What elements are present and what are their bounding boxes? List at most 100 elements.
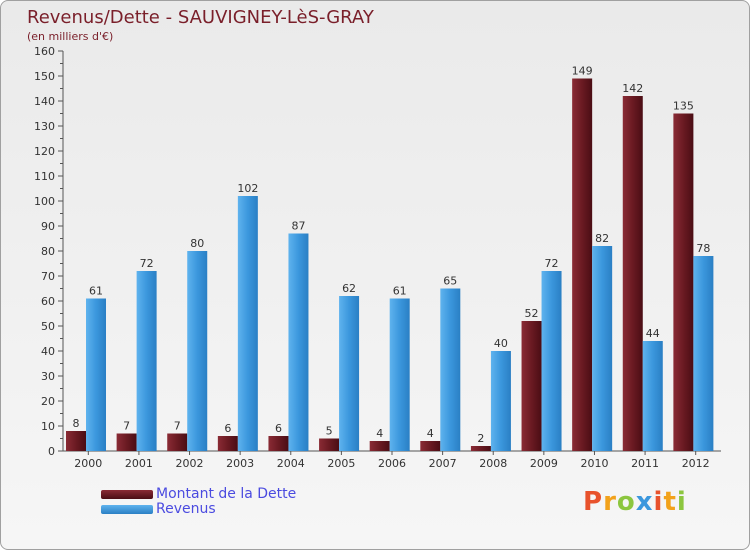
bar-revenus [541, 271, 562, 451]
y-tick-label: 30 [41, 370, 55, 383]
data-labels: 8 61 7 72 7 80 6 102 6 87 5 62 4 61 4 65 2 40 52 72 149 82 142… [73, 65, 711, 446]
x-tick-label: 2012 [682, 457, 710, 470]
bar-dette [521, 321, 542, 451]
x-tick-label: 2007 [429, 457, 457, 470]
data-label-dette: 6 [275, 422, 282, 435]
data-label-dette: 5 [326, 425, 333, 438]
x-tick-label: 2001 [125, 457, 153, 470]
data-label-revenus: 61 [393, 285, 407, 298]
bar-dette [470, 446, 491, 451]
bar-dette [572, 78, 593, 451]
bar-dette [673, 113, 694, 451]
data-label-revenus: 72 [545, 257, 559, 270]
logo-letter: i [676, 487, 687, 517]
bar-dette [268, 436, 289, 451]
bar-dette [217, 436, 238, 451]
bar-revenus [237, 196, 258, 451]
y-tick-label: 70 [41, 270, 55, 283]
x-tick-label: 2008 [479, 457, 507, 470]
data-label-dette: 7 [174, 420, 181, 433]
bar-revenus [592, 246, 613, 451]
data-label-revenus: 80 [190, 237, 204, 250]
proxiti-logo: Proxiti [583, 487, 687, 517]
bar-dette [167, 433, 188, 451]
y-tick-label: 40 [41, 345, 55, 358]
bar-revenus [136, 271, 157, 451]
data-label-revenus: 78 [696, 242, 710, 255]
x-tick-label: 2004 [277, 457, 305, 470]
y-tick-label: 20 [41, 395, 55, 408]
data-label-revenus: 82 [595, 232, 609, 245]
legend-swatch-revenus [101, 505, 153, 514]
x-tick-label: 2000 [74, 457, 102, 470]
logo-letter: x [635, 487, 654, 517]
data-label-dette: 149 [572, 65, 593, 78]
x-tick-label: 2002 [176, 457, 204, 470]
legend-label-revenus: Revenus [156, 501, 216, 517]
y-tick-label: 80 [41, 245, 55, 258]
legend-swatch-dette [101, 490, 153, 499]
y-tick-label: 10 [41, 420, 55, 433]
data-label-dette: 6 [224, 422, 231, 435]
data-label-dette: 2 [477, 432, 484, 445]
y-tick-label: 100 [34, 195, 55, 208]
bar-dette [369, 441, 390, 451]
x-tick-label: 2010 [580, 457, 608, 470]
data-label-revenus: 62 [342, 282, 356, 295]
bar-revenus [288, 233, 309, 451]
logo-letter: o [616, 487, 636, 517]
logo-letter: i [653, 487, 664, 517]
data-label-revenus: 40 [494, 337, 508, 350]
data-label-revenus: 72 [140, 257, 154, 270]
x-tick-label: 2009 [530, 457, 558, 470]
x-tick-label: 2003 [226, 457, 254, 470]
y-tick-label: 130 [34, 120, 55, 133]
data-label-revenus: 61 [89, 285, 103, 298]
y-tick-label: 50 [41, 320, 55, 333]
x-tick-label: 2011 [631, 457, 659, 470]
bar-revenus [642, 341, 663, 451]
x-tick-label: 2006 [378, 457, 406, 470]
chart-title: Revenus/Dette - SAUVIGNEY-LèS-GRAY [27, 7, 374, 28]
logo-letter: P [583, 487, 604, 517]
data-label-revenus: 87 [291, 220, 305, 233]
data-label-revenus: 102 [237, 182, 258, 195]
data-label-revenus: 44 [646, 327, 660, 340]
bar-revenus [86, 298, 106, 451]
bar-revenus [389, 298, 410, 451]
y-tick-label: 60 [41, 295, 55, 308]
y-tick-label: 110 [34, 170, 55, 183]
logo-letter: r [603, 487, 617, 517]
bar-dette [66, 431, 86, 451]
data-label-dette: 4 [376, 427, 383, 440]
y-tick-label: 140 [34, 95, 55, 108]
bar-revenus [490, 351, 511, 451]
chart-subtitle: (en milliers d'€) [27, 30, 114, 43]
logo-letter: t [663, 487, 677, 517]
data-label-revenus: 65 [443, 275, 457, 288]
data-label-dette: 7 [123, 420, 130, 433]
bar-revenus [693, 256, 714, 451]
y-tick-label: 150 [34, 70, 55, 83]
legend-label-dette: Montant de la Dette [156, 486, 297, 502]
data-label-dette: 8 [73, 417, 80, 430]
y-tick-label: 0 [48, 445, 55, 458]
bars [66, 78, 714, 451]
y-tick-label: 160 [34, 45, 55, 58]
bar-revenus [187, 251, 208, 451]
x-tick-label: 2005 [327, 457, 355, 470]
bar-dette [319, 438, 340, 451]
data-label-dette: 4 [427, 427, 434, 440]
bar-revenus [440, 288, 461, 451]
bar-dette [116, 433, 137, 451]
bar-dette [420, 441, 441, 451]
y-tick-label: 90 [41, 220, 55, 233]
data-label-dette: 135 [673, 100, 694, 113]
y-tick-label: 120 [34, 145, 55, 158]
bar-dette [622, 96, 643, 451]
data-label-dette: 52 [525, 307, 539, 320]
bar-revenus [339, 296, 360, 451]
data-label-dette: 142 [622, 82, 643, 95]
